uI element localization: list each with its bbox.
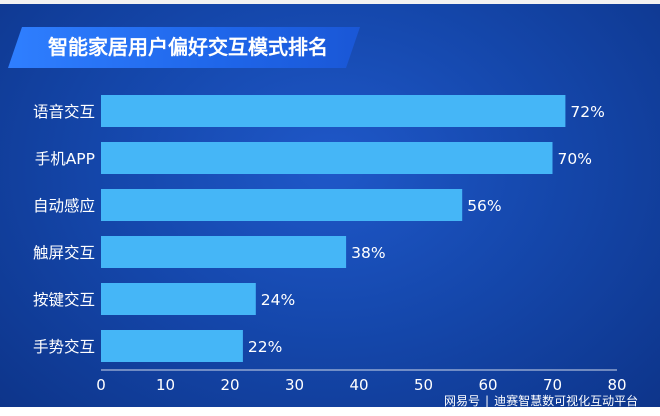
bars-layer [101, 95, 566, 362]
category-label: 触屏交互 [33, 244, 95, 262]
bar [101, 95, 566, 127]
bar [101, 236, 347, 268]
watermark-source: 迪赛智慧数可视化互动平台 [494, 394, 639, 408]
data-label: 72% [570, 103, 604, 121]
data-label: 22% [248, 338, 282, 356]
category-label: 语音交互 [33, 103, 95, 121]
bar [101, 142, 553, 174]
category-label: 按键交互 [33, 291, 95, 309]
labels-layer: 语音交互 72% 手机APP 70% 自动感应 56% 触屏交互 38% 按键交互 24% 手势交互… [33, 103, 605, 356]
data-label: 24% [261, 291, 295, 309]
bar [101, 330, 243, 362]
data-label: 38% [351, 244, 385, 262]
x-tick-label: 10 [156, 376, 175, 394]
x-tick-label: 60 [478, 376, 497, 394]
x-tick-label: 30 [285, 376, 304, 394]
x-tick-label: 70 [543, 376, 562, 394]
x-tick-label: 0 [96, 376, 106, 394]
watermark: 网易号 | 迪赛智慧数可视化互动平台 [444, 389, 638, 413]
x-tick-label: 50 [414, 376, 433, 394]
data-label: 70% [558, 150, 592, 168]
watermark-separator: | [485, 394, 490, 408]
x-tick-label: 80 [607, 376, 626, 394]
category-label: 手机APP [35, 150, 95, 168]
watermark-brand: 网易号 [444, 394, 481, 408]
bar [101, 189, 463, 221]
title-banner: 智能家居用户偏好交互模式排名 [8, 27, 360, 68]
bottom-border [0, 407, 660, 416]
category-label: 自动感应 [33, 196, 95, 215]
bar [101, 283, 256, 315]
data-label: 56% [467, 197, 501, 215]
top-border [0, 0, 660, 4]
x-tick-label: 20 [220, 376, 239, 394]
x-tick-label: 40 [349, 376, 368, 394]
category-label: 手势交互 [33, 338, 95, 356]
chart-title: 智能家居用户偏好交互模式排名 [48, 35, 328, 59]
x-axis: 0 10 20 30 40 50 60 70 80 [96, 369, 627, 394]
